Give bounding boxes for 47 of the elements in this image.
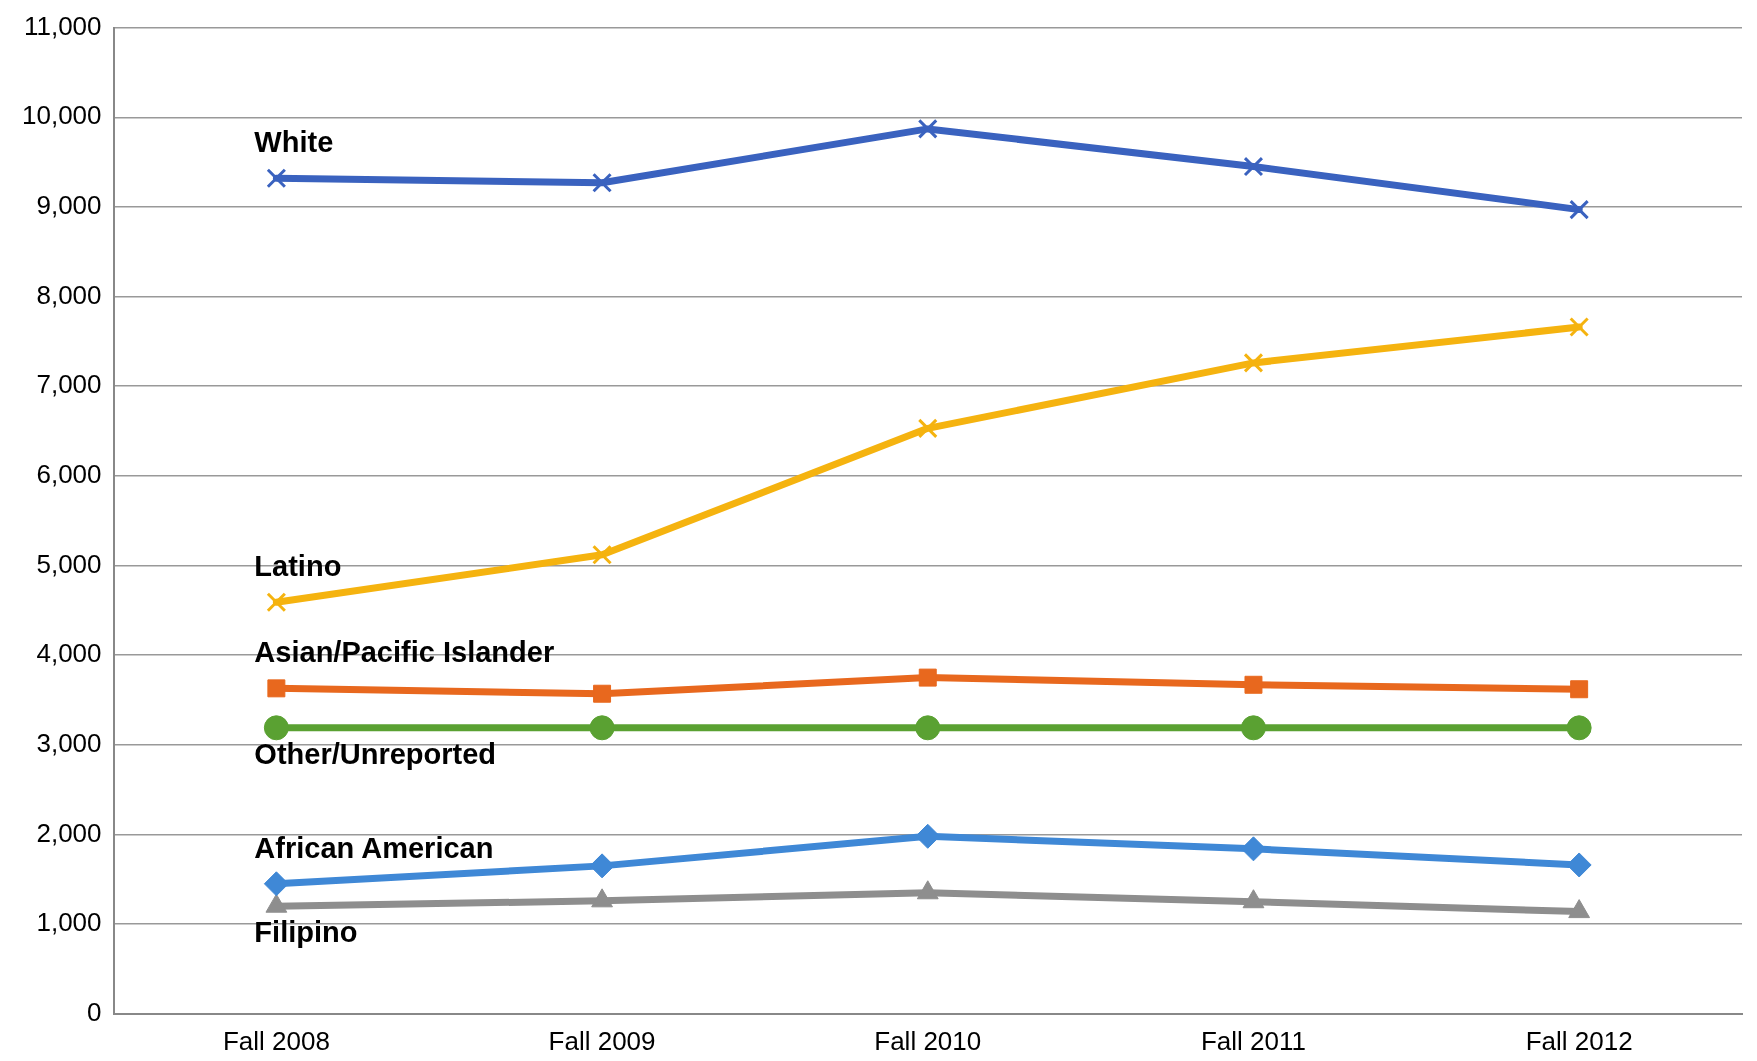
y-tick-label: 8,000 <box>36 279 102 310</box>
y-tick-label: 11,000 <box>23 10 102 41</box>
point <box>1570 680 1589 699</box>
x-tick-label: Fall 2012 <box>1525 1025 1633 1056</box>
series-label: White <box>254 126 334 159</box>
point <box>1240 715 1266 741</box>
y-tick-label: 0 <box>87 996 102 1027</box>
point <box>1566 715 1592 741</box>
x-tick-label: Fall 2010 <box>874 1025 982 1056</box>
point <box>918 668 937 687</box>
y-tick-label: 10,000 <box>21 100 102 131</box>
y-tick-label: 9,000 <box>36 190 102 221</box>
point <box>1569 317 1590 338</box>
point <box>1243 352 1264 373</box>
point <box>593 684 612 703</box>
point <box>263 715 289 741</box>
y-tick-label: 1,000 <box>36 907 102 938</box>
point <box>917 418 938 439</box>
series-label: Filipino <box>254 916 358 949</box>
y-tick-label: 5,000 <box>36 548 102 579</box>
series-label: Asian/Pacific Islander <box>254 636 555 669</box>
point <box>266 168 287 189</box>
point <box>592 172 613 193</box>
y-tick-label: 2,000 <box>36 817 102 848</box>
point <box>589 853 615 879</box>
point <box>266 592 287 613</box>
x-tick-label: Fall 2008 <box>222 1025 330 1056</box>
point <box>589 715 615 741</box>
y-tick-label: 3,000 <box>36 728 102 759</box>
point <box>592 544 613 565</box>
x-tick-label: Fall 2011 <box>1200 1025 1306 1056</box>
point <box>915 823 941 849</box>
point <box>1243 156 1264 177</box>
point <box>1244 675 1263 694</box>
point <box>1240 836 1266 862</box>
point <box>917 118 938 139</box>
x-tick-label: Fall 2009 <box>548 1025 656 1056</box>
series-label: Latino <box>254 550 342 583</box>
series-label: Other/Unreported <box>254 737 497 770</box>
point <box>263 871 289 897</box>
point <box>1569 199 1590 220</box>
y-tick-label: 4,000 <box>36 638 102 669</box>
point <box>915 715 941 741</box>
y-tick-label: 6,000 <box>36 459 102 490</box>
y-tick-label: 7,000 <box>36 369 102 400</box>
series-label: African American <box>254 831 494 864</box>
point <box>267 679 286 698</box>
